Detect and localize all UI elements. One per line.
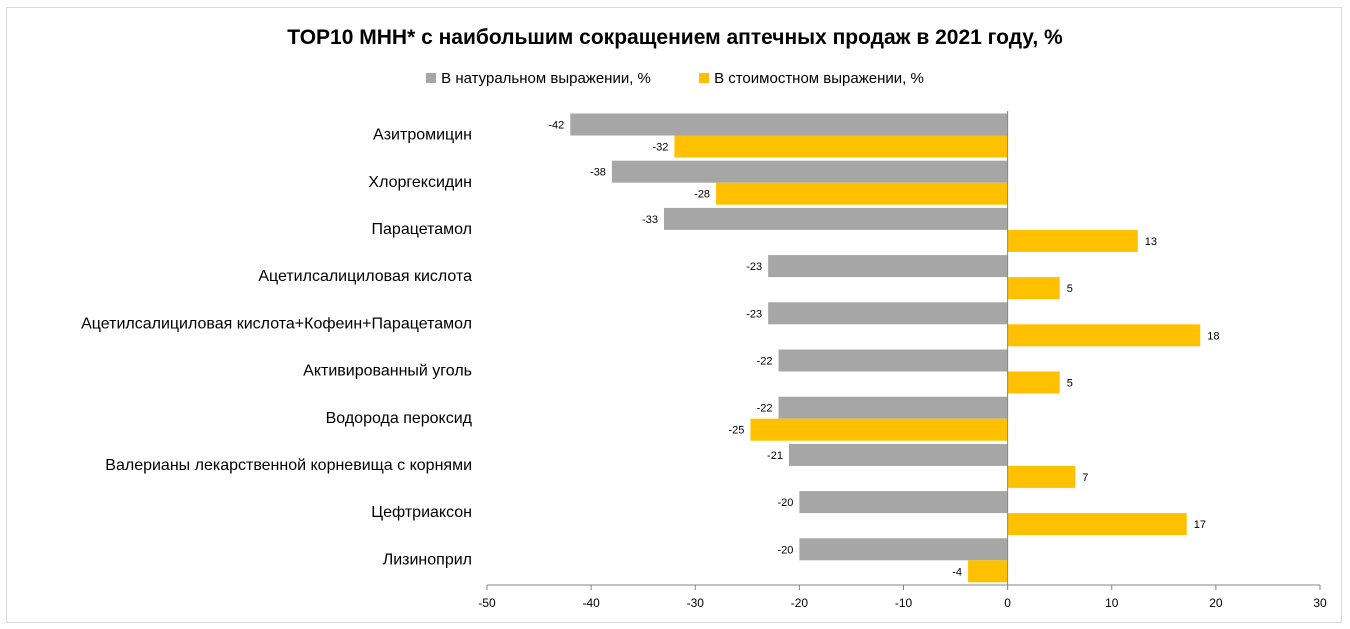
bar-value — [1007, 324, 1201, 347]
x-tick-label: 20 — [1209, 596, 1223, 610]
bar-natural — [799, 538, 1008, 561]
category-label: Лизиноприл — [383, 551, 472, 568]
bar-natural — [768, 302, 1008, 325]
legend-swatch-value — [699, 73, 710, 83]
data-label: -21 — [767, 450, 783, 462]
category-label: Хлоргексидин — [368, 174, 472, 191]
x-tick-label: 10 — [1105, 596, 1119, 610]
bar-natural — [664, 207, 1008, 230]
chart-legend: В натуральном выражении, % В стоимостном… — [0, 70, 1350, 87]
data-label: -42 — [548, 120, 564, 132]
bar-value — [674, 135, 1008, 158]
bar-value — [1007, 513, 1187, 536]
legend-label-value: В стоимостном выражении, % — [714, 70, 924, 87]
category-label: Азитромицин — [373, 127, 472, 144]
data-label: -28 — [694, 189, 710, 201]
category-label: Валерианы лекарственной корневища с корн… — [105, 457, 472, 474]
data-label: -4 — [952, 566, 962, 578]
data-label: 18 — [1207, 330, 1219, 342]
data-label: -20 — [777, 497, 793, 509]
legend-item-natural: В натуральном выражении, % — [426, 70, 651, 87]
x-tick-label: -20 — [791, 596, 809, 610]
legend-label-natural: В натуральном выражении, % — [441, 70, 651, 87]
bar-natural — [611, 160, 1008, 183]
bar-natural — [778, 396, 1008, 419]
bar-natural — [799, 491, 1008, 514]
bar-value — [1007, 229, 1138, 252]
category-label: Ацетилсалициловая кислота — [258, 268, 472, 285]
legend-item-value: В стоимостном выражении, % — [699, 70, 924, 87]
chart-title: TOP10 МНН* с наибольшим сокращением апте… — [287, 26, 1063, 49]
x-tick-label: -50 — [478, 596, 496, 610]
legend-swatch-natural — [426, 73, 437, 83]
bar-value — [750, 418, 1008, 441]
category-label: Цефтриаксон — [371, 504, 472, 521]
x-tick-label: 30 — [1313, 596, 1327, 610]
bar-value — [968, 560, 1008, 583]
x-tick-label: 0 — [1004, 596, 1011, 610]
x-tick-label: -30 — [687, 596, 705, 610]
data-label: 5 — [1067, 378, 1073, 390]
bar-value — [716, 182, 1008, 205]
data-label: -33 — [642, 214, 658, 226]
data-label: -23 — [746, 261, 762, 273]
data-label: -32 — [653, 142, 669, 154]
data-label: 7 — [1082, 472, 1088, 484]
x-tick-label: -10 — [895, 596, 913, 610]
bar-value — [1007, 465, 1076, 488]
data-label: 5 — [1067, 283, 1073, 295]
bar-value — [1007, 277, 1060, 300]
category-label: Парацетамол — [372, 221, 472, 238]
data-label: -38 — [590, 167, 606, 179]
category-label: Водорода пероксид — [326, 410, 473, 427]
category-label: Ацетилсалициловая кислота+Кофеин+Парацет… — [81, 315, 472, 332]
data-label: -22 — [757, 356, 773, 368]
bar-natural — [788, 443, 1008, 466]
bar-natural — [778, 349, 1008, 372]
data-label: -25 — [729, 425, 745, 437]
bar-natural — [570, 113, 1008, 136]
x-tick-label: -40 — [582, 596, 600, 610]
data-label: 13 — [1145, 236, 1157, 248]
data-label: 17 — [1194, 519, 1206, 531]
data-label: -22 — [757, 403, 773, 415]
bar-value — [1007, 371, 1060, 394]
bar-natural — [768, 255, 1008, 278]
data-label: -20 — [777, 544, 793, 556]
category-label: Активированный уголь — [303, 363, 472, 380]
data-label: -23 — [746, 308, 762, 320]
